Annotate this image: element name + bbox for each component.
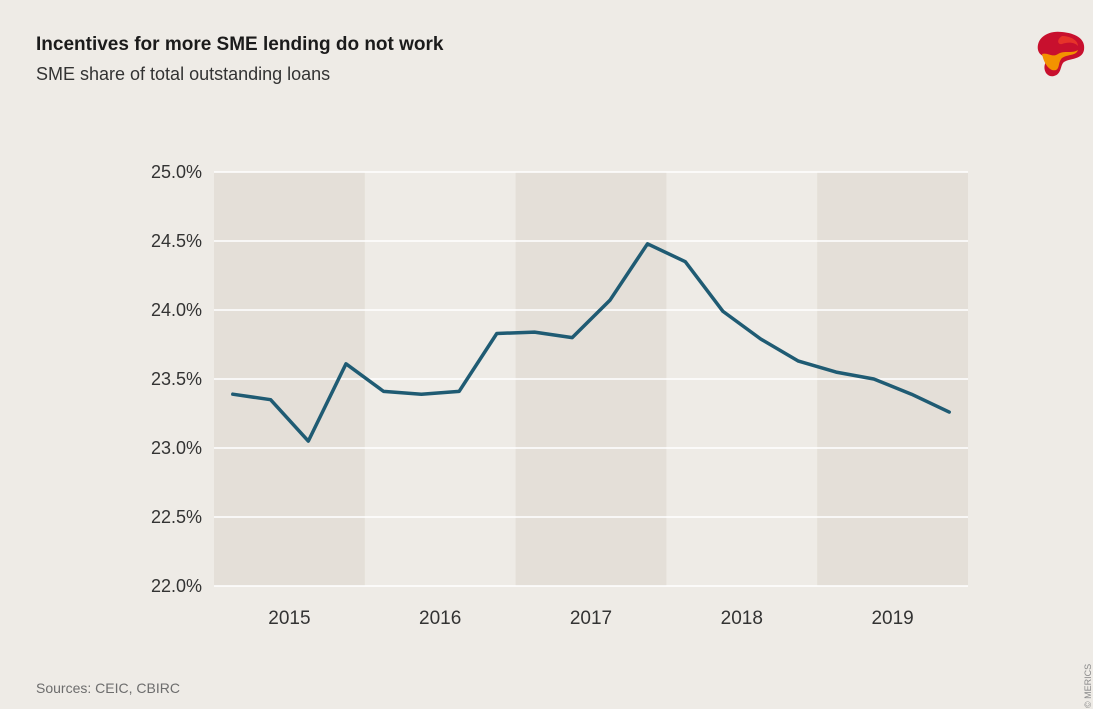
x-tick-label: 2017 xyxy=(570,608,612,629)
x-tick-label: 2015 xyxy=(268,608,310,629)
y-tick-label: 24.5% xyxy=(151,231,202,251)
x-tick-label: 2019 xyxy=(871,608,913,629)
y-tick-label: 23.5% xyxy=(151,369,202,389)
x-tick-label: 2016 xyxy=(419,608,461,629)
x-tick-label: 2018 xyxy=(721,608,763,629)
y-tick-label: 24.0% xyxy=(151,300,202,320)
y-tick-label: 23.0% xyxy=(151,438,202,458)
source-note: Sources: CEIC, CBIRC xyxy=(36,680,180,696)
copyright-note: © MERICS xyxy=(1083,664,1093,708)
y-tick-label: 22.5% xyxy=(151,507,202,527)
y-tick-label: 25.0% xyxy=(151,162,202,182)
y-tick-label: 22.0% xyxy=(151,576,202,596)
